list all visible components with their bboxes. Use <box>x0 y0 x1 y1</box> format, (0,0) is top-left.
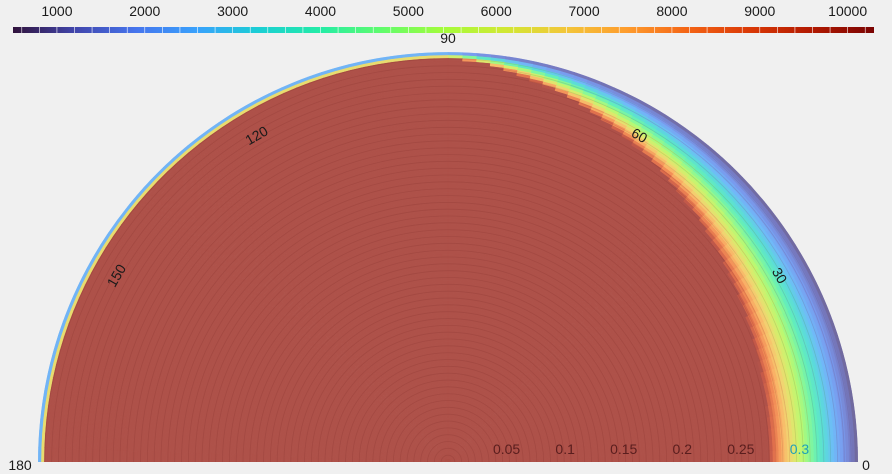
contour-ring <box>58 72 838 463</box>
contour-ring <box>194 208 702 463</box>
contour-ring <box>51 65 845 463</box>
contour-ring <box>119 133 777 463</box>
polar-field <box>38 52 858 463</box>
contour-ring <box>406 420 490 463</box>
contour-ring <box>174 188 722 463</box>
contour-ring <box>269 284 627 463</box>
contour-ring <box>71 85 825 463</box>
radial-tick-label: 0.05 <box>493 441 520 457</box>
colorbar-tick-label: 5000 <box>393 3 424 19</box>
contour-ring <box>249 263 647 463</box>
contour-ring <box>78 92 818 463</box>
contour-ring <box>187 202 709 463</box>
contour-ring <box>263 277 633 463</box>
contour-ring <box>331 345 565 463</box>
contour-ring <box>112 126 784 463</box>
angular-tick-label: 60 <box>629 124 651 146</box>
radial-tick-label: 0.15 <box>610 441 637 457</box>
contour-ring <box>201 215 695 463</box>
contour-ring <box>338 352 558 463</box>
colorbar-tick-label: 1000 <box>41 3 72 19</box>
contour-ring <box>208 222 688 463</box>
contour-ring <box>228 242 668 463</box>
contour-ring <box>126 140 770 463</box>
contour-ring <box>99 113 797 463</box>
contour-rings <box>44 58 852 463</box>
contour-ring <box>379 393 517 463</box>
radial-tick-label: 0.2 <box>673 441 693 457</box>
contour-ring <box>167 181 729 463</box>
radial-tick-label: 0.25 <box>727 441 754 457</box>
contour-ring <box>427 441 469 463</box>
contour-ring <box>351 366 545 463</box>
radial-tick-labels: 0.05 0.1 0.15 0.2 0.25 0.3 <box>493 441 809 457</box>
angular-tick-label: 90 <box>440 30 456 46</box>
contour-ring <box>256 270 640 463</box>
colorbar-tick-label: 6000 <box>481 3 512 19</box>
colorbar-tick-label: 2000 <box>129 3 160 19</box>
contour-ring <box>392 406 504 463</box>
contour-ring <box>413 427 483 463</box>
contour-ring <box>358 372 538 463</box>
contour-ring <box>372 386 524 463</box>
contour-ring <box>222 236 674 463</box>
colorbar-tick-labels: 1000 2000 3000 4000 5000 6000 7000 8000 9000 1000… <box>41 3 867 19</box>
contour-ring <box>160 174 736 463</box>
contour-ring <box>92 106 804 463</box>
contour-ring <box>317 331 579 463</box>
contour-ring <box>290 304 606 463</box>
contour-ring <box>64 79 832 463</box>
contour-ring <box>440 454 456 463</box>
contour-ring <box>276 290 620 463</box>
contour-ring <box>140 154 756 463</box>
contour-ring <box>345 359 551 463</box>
contour-ring <box>297 311 599 463</box>
angular-tick-label: 180 <box>8 457 32 473</box>
angular-tick-label: 0 <box>862 457 870 473</box>
colorbar-tick-label: 9000 <box>744 3 775 19</box>
angular-tick-label: 30 <box>769 265 791 287</box>
contour-ring <box>181 195 715 463</box>
colorbar: 1000 2000 3000 4000 5000 6000 7000 8000 9000 1000… <box>13 3 874 33</box>
contour-ring <box>386 400 510 463</box>
colorbar-tick-label: 10000 <box>828 3 867 19</box>
contour-ring <box>85 99 811 463</box>
contour-ring <box>310 325 586 463</box>
radial-tick-label: 0.3 <box>790 441 810 457</box>
colorbar-tick-label: 7000 <box>568 3 599 19</box>
contour-ring <box>283 297 613 463</box>
contour-ring <box>324 338 572 463</box>
contour-ring <box>44 58 852 463</box>
contour-ring <box>304 318 592 463</box>
contour-ring <box>433 447 463 463</box>
contour-ring <box>146 160 750 463</box>
contour-ring <box>215 229 681 463</box>
colorbar-tick-label: 8000 <box>656 3 687 19</box>
colorbar-ticks <box>21 27 866 33</box>
contour-ring <box>420 434 476 463</box>
contour-ring <box>399 414 497 463</box>
colorbar-tick-label: 4000 <box>305 3 336 19</box>
contour-ring <box>153 167 743 463</box>
contour-ring <box>133 147 763 463</box>
contour-ring <box>105 119 791 463</box>
colorbar-tick-label: 3000 <box>217 3 248 19</box>
radial-tick-label: 0.1 <box>555 441 575 457</box>
contour-ring <box>365 379 531 463</box>
contour-ring <box>235 249 661 463</box>
contour-ring <box>242 256 654 463</box>
